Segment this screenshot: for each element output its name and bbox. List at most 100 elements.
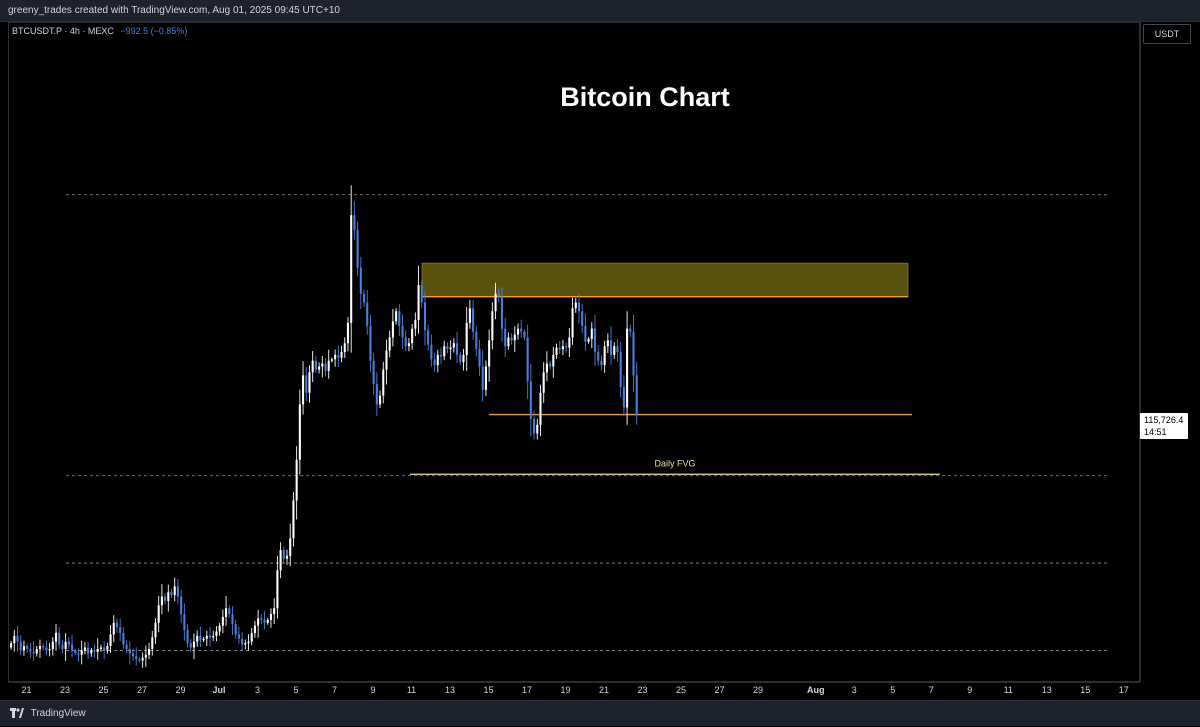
candle-body	[520, 328, 523, 332]
currency-button[interactable]: USDT	[1143, 24, 1191, 44]
candle-body	[29, 648, 32, 652]
candle-body	[497, 293, 500, 297]
candle-body	[99, 647, 102, 649]
candle-body	[289, 538, 292, 556]
candle-body	[234, 624, 237, 635]
x-tick-label: 9	[967, 685, 972, 695]
candle-body	[372, 360, 375, 385]
x-tick-label: 23	[637, 685, 647, 695]
footer-bar: TradingView	[0, 700, 1200, 726]
candle-body	[173, 586, 176, 596]
candle-body	[433, 359, 436, 366]
x-tick-label: 29	[753, 685, 763, 695]
candle-body	[343, 343, 346, 352]
symbol-legend[interactable]: BTCUSDT.P · 4h · MEXC −992.5 (−0.85%)	[12, 26, 187, 36]
candle-body	[366, 302, 369, 326]
candle-body	[160, 596, 163, 606]
candle-body	[404, 337, 407, 347]
candle-body	[330, 359, 333, 361]
candle-body	[456, 343, 459, 355]
x-tick-label: 23	[60, 685, 70, 695]
chart-title: Bitcoin Chart	[560, 82, 730, 112]
candle-body	[545, 363, 548, 373]
x-tick-label: 27	[714, 685, 724, 695]
candle-body	[196, 635, 199, 642]
attribution-text: greeny_trades created with TradingView.c…	[8, 5, 340, 16]
candle-body	[491, 311, 494, 341]
candle-body	[32, 651, 35, 654]
candle-body	[613, 346, 616, 355]
time-axis[interactable]	[8, 682, 1140, 700]
candle-body	[571, 308, 574, 338]
candle-body	[577, 302, 581, 312]
candle-body	[212, 635, 215, 638]
candle-body	[552, 354, 555, 367]
candle-body	[452, 343, 455, 348]
candle-body	[128, 648, 131, 654]
candle-body	[593, 328, 597, 352]
candle-body	[269, 614, 273, 620]
x-tick-label: 5	[293, 685, 298, 695]
candle-body	[302, 375, 305, 405]
candle-body	[308, 372, 311, 393]
candle-body	[241, 638, 244, 645]
candle-body	[382, 369, 385, 396]
candle-body	[565, 346, 568, 348]
candle-body	[504, 328, 507, 347]
tradingview-brand: TradingView	[30, 708, 86, 719]
candle-body	[103, 647, 106, 651]
candle-body	[635, 375, 638, 416]
candle-body	[542, 372, 545, 393]
candle-body	[237, 634, 240, 639]
candle-body	[93, 650, 96, 652]
last-price-value: 115,726.4	[1144, 415, 1184, 425]
candle-body	[513, 334, 516, 341]
candle-body	[199, 635, 202, 641]
candle-body	[632, 331, 635, 376]
candle-body	[436, 354, 439, 366]
candle-body	[285, 555, 289, 559]
price-change: −992.5 (−0.85%)	[120, 26, 188, 36]
candle-body	[35, 648, 38, 654]
candle-body	[314, 360, 317, 370]
candle-body	[616, 346, 619, 352]
candle-body	[125, 644, 128, 649]
candle-body	[379, 395, 382, 405]
candle-body	[427, 330, 430, 345]
candle-body	[144, 654, 147, 658]
candlestick-chart[interactable]: Bitcoin Chart128,000.0127,000.0126,000.0…	[0, 0, 1140, 700]
candle-body	[61, 644, 64, 649]
candle-body	[359, 267, 362, 294]
candle-body	[202, 638, 205, 641]
price-axis[interactable]	[1140, 22, 1200, 682]
candle-body	[205, 635, 208, 639]
x-tick-label: Aug	[807, 685, 825, 695]
candle-body	[587, 338, 590, 342]
candle-body	[231, 614, 234, 625]
candle-body	[16, 635, 19, 642]
x-tick-label: 15	[483, 685, 493, 695]
candle-body	[141, 657, 144, 661]
x-tick-label: 21	[599, 685, 609, 695]
fvg-label: Daily FVG	[654, 458, 695, 468]
chart-pane[interactable]	[8, 22, 1140, 682]
candle-body	[266, 619, 269, 623]
x-tick-label: 29	[175, 685, 185, 695]
x-tick-label: 3	[255, 685, 260, 695]
candle-body	[539, 392, 542, 425]
candle-body	[83, 647, 86, 651]
candle-body	[54, 632, 58, 642]
candle-body	[356, 229, 359, 268]
candle-body	[523, 331, 526, 338]
candle-body	[26, 646, 29, 649]
candle-body	[276, 570, 279, 609]
candle-body	[507, 337, 510, 347]
candle-body	[77, 653, 80, 655]
candle-body	[459, 354, 462, 363]
candle-body	[449, 347, 452, 350]
candle-body	[176, 586, 179, 597]
candle-body	[516, 328, 520, 335]
candle-body	[263, 619, 266, 623]
candle-body	[439, 354, 443, 357]
supply-zone	[421, 262, 909, 298]
